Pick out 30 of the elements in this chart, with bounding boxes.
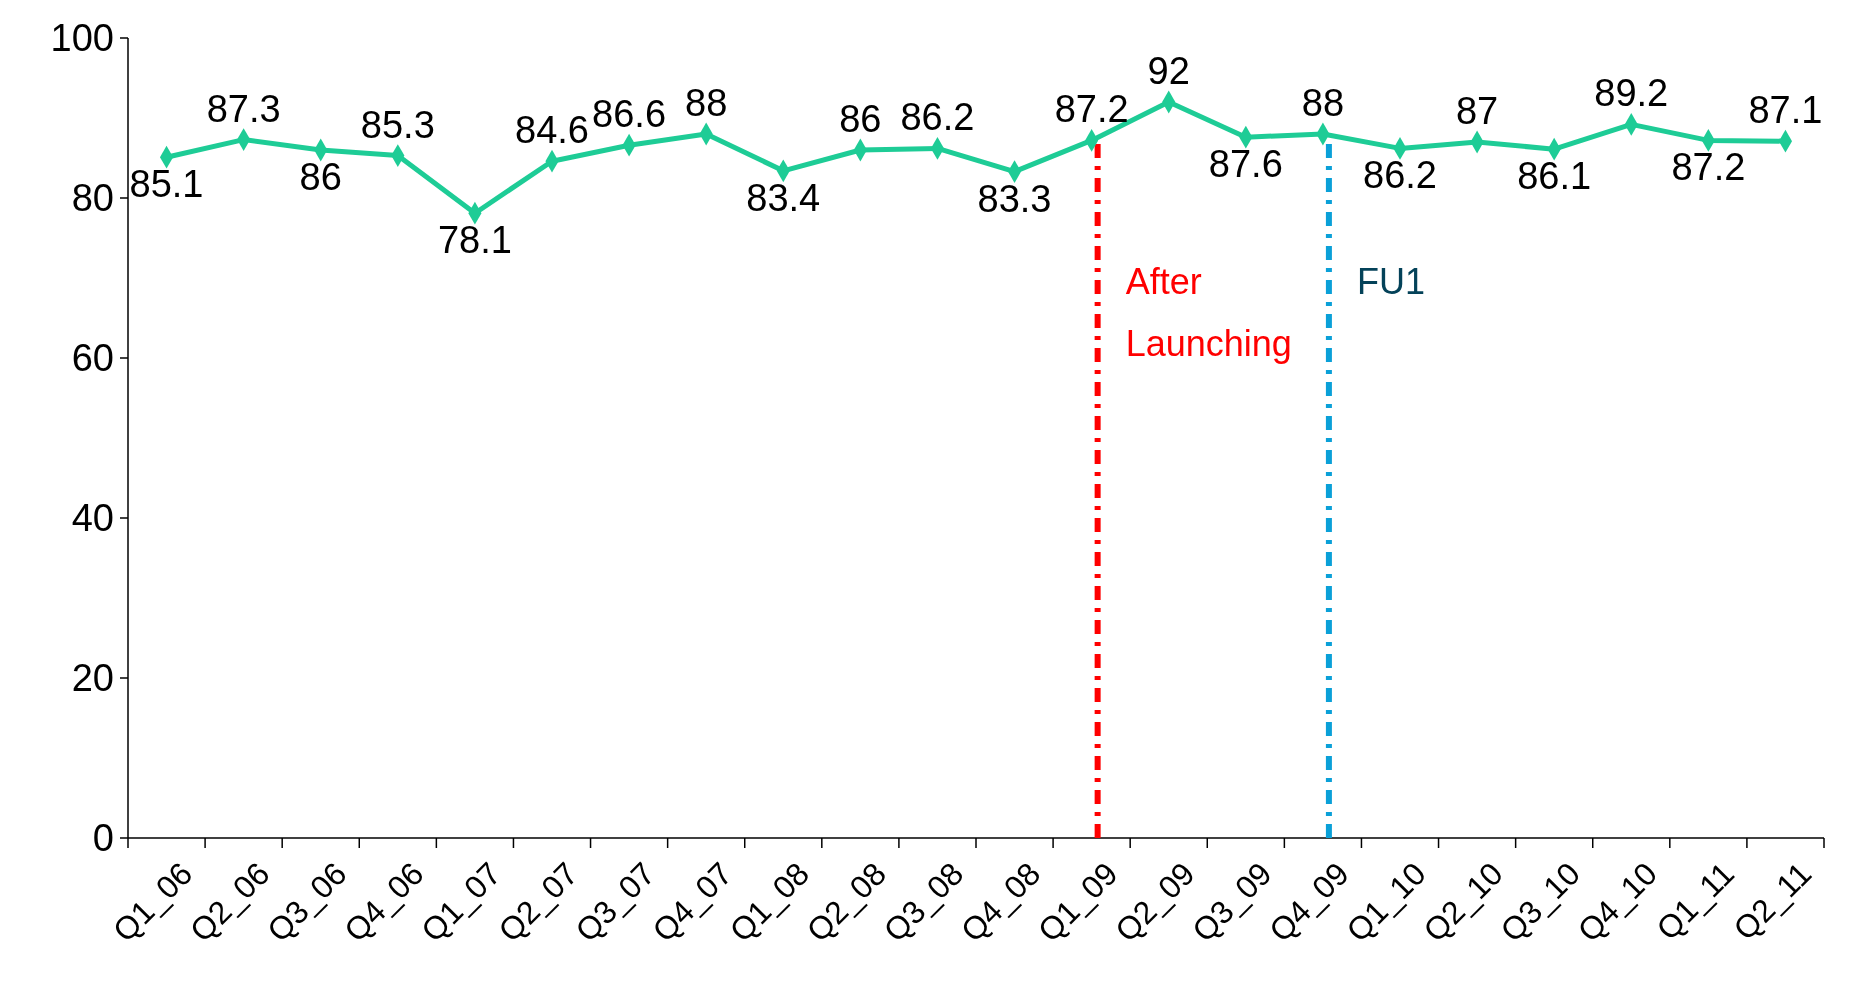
data-label: 88 — [685, 82, 728, 124]
data-label: 86 — [839, 98, 882, 140]
data-label: 89.2 — [1594, 72, 1669, 115]
data-label: 84.6 — [515, 109, 589, 152]
data-label: 83.4 — [746, 176, 821, 219]
data-label: 87.6 — [1208, 143, 1283, 186]
y-tick-label: 0 — [92, 817, 114, 860]
y-tick-label: 100 — [50, 17, 114, 60]
data-label: 87.2 — [1054, 88, 1129, 131]
y-tick-label: 60 — [71, 337, 114, 380]
data-label: 85.3 — [360, 103, 435, 146]
y-tick-label: 20 — [71, 657, 114, 700]
data-label: 86.1 — [1517, 155, 1592, 198]
data-label: 85.1 — [129, 163, 204, 206]
data-label: 86.2 — [1363, 154, 1437, 197]
data-label: 92 — [1147, 50, 1190, 92]
y-tick-label: 80 — [71, 177, 114, 220]
data-label: 87 — [1455, 90, 1499, 132]
data-label: 86.6 — [592, 93, 667, 136]
data-label: 78.1 — [437, 219, 512, 262]
data-label: 88 — [1301, 82, 1345, 124]
data-label: 87.1 — [1748, 89, 1823, 132]
y-tick-label: 40 — [71, 497, 114, 540]
ref-line-label: After Launching — [1125, 261, 1292, 364]
data-label: 83.3 — [977, 177, 1052, 220]
data-label: 86.2 — [900, 96, 975, 139]
data-label: 87.3 — [206, 87, 281, 130]
data-label: 87.2 — [1671, 146, 1746, 189]
data-label: 86 — [299, 156, 342, 198]
ref-line-label: FU1 — [1356, 261, 1425, 302]
